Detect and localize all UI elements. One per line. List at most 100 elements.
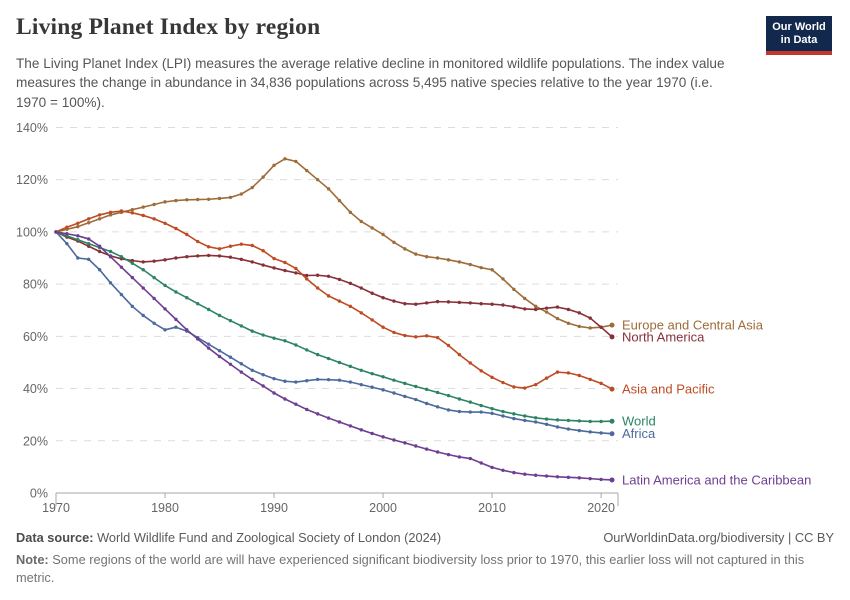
y-tick-label-40: 40% bbox=[23, 382, 48, 396]
series-point-africa bbox=[108, 281, 113, 285]
series-point-north-america bbox=[250, 260, 254, 264]
series-point-north-america bbox=[130, 258, 135, 263]
series-point-north-america bbox=[97, 249, 102, 254]
owid-logo-line2: in Data bbox=[780, 34, 818, 46]
owid-license-link[interactable]: OurWorldinData.org/biodiversity | CC BY bbox=[603, 530, 834, 545]
series-point-latin-america-and-the-caribbean bbox=[468, 456, 472, 461]
series-point-africa bbox=[555, 425, 560, 429]
series-point-africa bbox=[512, 416, 516, 421]
series-point-africa bbox=[468, 410, 472, 414]
series-point-africa bbox=[228, 355, 233, 359]
series-point-europe-and-central-asia bbox=[261, 175, 265, 179]
series-point-latin-america-and-the-caribbean bbox=[392, 438, 396, 442]
series-line-europe-and-central-asia[interactable] bbox=[55, 157, 613, 329]
owid-logo[interactable]: Our World in Data bbox=[766, 16, 832, 55]
series-point-europe-and-central-asia bbox=[326, 187, 331, 191]
series-point-europe-and-central-asia bbox=[315, 177, 320, 182]
series-point-world bbox=[196, 302, 200, 306]
series-point-europe-and-central-asia bbox=[196, 197, 200, 202]
series-point-world bbox=[414, 384, 418, 389]
series-point-asia-and-pacific bbox=[315, 286, 320, 290]
series-point-europe-and-central-asia bbox=[501, 277, 505, 281]
series-point-north-america bbox=[523, 307, 527, 311]
series-point-africa bbox=[370, 385, 374, 389]
series-point-world bbox=[217, 313, 222, 318]
series-point-north-america bbox=[239, 257, 244, 262]
series-point-world bbox=[228, 318, 233, 323]
series-point-asia-and-pacific bbox=[566, 371, 571, 375]
series-point-africa bbox=[479, 410, 483, 414]
x-tick-label-1980: 1980 bbox=[151, 501, 179, 515]
series-point-world bbox=[272, 336, 276, 340]
series-point-latin-america-and-the-caribbean bbox=[305, 407, 309, 412]
line-chart[interactable]: 0% 20% 40% 60% 80% 100% 120% 140% 1970 1980 1990 20… bbox=[0, 118, 850, 518]
y-tick-label-20: 20% bbox=[23, 434, 48, 448]
series-point-europe-and-central-asia bbox=[392, 240, 396, 245]
series-line-north-america[interactable] bbox=[55, 231, 613, 338]
series-point-world bbox=[512, 412, 516, 416]
series-point-north-america bbox=[577, 311, 581, 315]
series-point-north-america bbox=[435, 299, 440, 304]
series-point-latin-america-and-the-caribbean bbox=[424, 447, 429, 451]
series-point-africa bbox=[152, 321, 156, 325]
series-label-latin-america-and-the-caribbean[interactable]: Latin America and the Caribbean bbox=[622, 472, 811, 487]
chart-canvas[interactable]: 0% 20% 40% 60% 80% 100% 120% 140% 1970 1980 1990 20… bbox=[0, 118, 850, 518]
series-point-africa bbox=[414, 397, 418, 402]
series-point-africa bbox=[566, 427, 571, 431]
series-point-latin-america-and-the-caribbean bbox=[196, 337, 200, 341]
series-point-europe-and-central-asia bbox=[87, 221, 91, 225]
series-point-africa bbox=[457, 409, 462, 414]
series-point-latin-america-and-the-caribbean bbox=[337, 420, 342, 424]
series-point-north-america bbox=[348, 281, 353, 286]
series-line-africa[interactable] bbox=[55, 231, 613, 435]
series-point-europe-and-central-asia bbox=[435, 256, 440, 260]
series-point-europe-and-central-asia bbox=[141, 205, 145, 209]
series-point-europe-and-central-asia bbox=[206, 197, 211, 201]
series-point-latin-america-and-the-caribbean bbox=[599, 477, 603, 482]
series-line-world[interactable] bbox=[55, 231, 613, 423]
series-point-world bbox=[108, 249, 113, 254]
series-point-latin-america-and-the-caribbean bbox=[283, 397, 287, 401]
series-point-europe-and-central-asia bbox=[533, 304, 538, 309]
series-label-europe-and-central-asia[interactable]: Europe and Central Asia bbox=[622, 318, 764, 333]
series-point-asia-and-pacific bbox=[196, 239, 200, 244]
series-point-asia-and-pacific bbox=[174, 226, 178, 231]
series-label-world[interactable]: World bbox=[622, 414, 656, 429]
series-line-latin-america-and-the-caribbean[interactable] bbox=[55, 231, 613, 481]
series-endpoint-world bbox=[609, 418, 615, 424]
series-point-europe-and-central-asia bbox=[163, 200, 167, 204]
series-point-africa bbox=[163, 328, 167, 332]
series-label-africa[interactable]: Africa bbox=[622, 426, 656, 441]
series-point-north-america bbox=[588, 316, 592, 320]
series-point-latin-america-and-the-caribbean bbox=[457, 455, 462, 459]
series-point-africa bbox=[544, 422, 549, 427]
series-point-asia-and-pacific bbox=[87, 217, 91, 221]
series-point-north-america bbox=[392, 299, 396, 303]
series-point-africa bbox=[599, 431, 603, 435]
series-point-latin-america-and-the-caribbean bbox=[294, 402, 298, 406]
series-point-asia-and-pacific bbox=[76, 221, 80, 225]
series-point-north-america bbox=[261, 263, 265, 267]
series-point-world bbox=[381, 375, 385, 379]
series-point-asia-and-pacific bbox=[414, 335, 418, 339]
series-label-north-america[interactable]: North America bbox=[622, 329, 705, 344]
data-source: Data source: World Wildlife Fund and Zoo… bbox=[16, 530, 441, 545]
series-point-world bbox=[315, 352, 320, 357]
series-point-latin-america-and-the-caribbean bbox=[523, 472, 527, 476]
series-point-north-america bbox=[533, 307, 538, 312]
series-point-latin-america-and-the-caribbean bbox=[370, 431, 374, 436]
series-point-latin-america-and-the-caribbean bbox=[65, 232, 69, 236]
series-point-latin-america-and-the-caribbean bbox=[577, 476, 581, 480]
series-point-asia-and-pacific bbox=[490, 375, 494, 380]
series-label-asia-and-pacific[interactable]: Asia and Pacific bbox=[622, 382, 715, 397]
series-line-asia-and-pacific[interactable] bbox=[55, 210, 613, 390]
series-point-world bbox=[435, 390, 440, 395]
series-point-africa bbox=[359, 382, 363, 387]
series-point-africa bbox=[119, 292, 124, 297]
series-point-north-america bbox=[544, 306, 549, 310]
series-point-africa bbox=[533, 420, 538, 424]
series-point-world bbox=[152, 275, 156, 280]
series-point-europe-and-central-asia bbox=[272, 163, 276, 168]
series-point-europe-and-central-asia bbox=[250, 185, 254, 190]
